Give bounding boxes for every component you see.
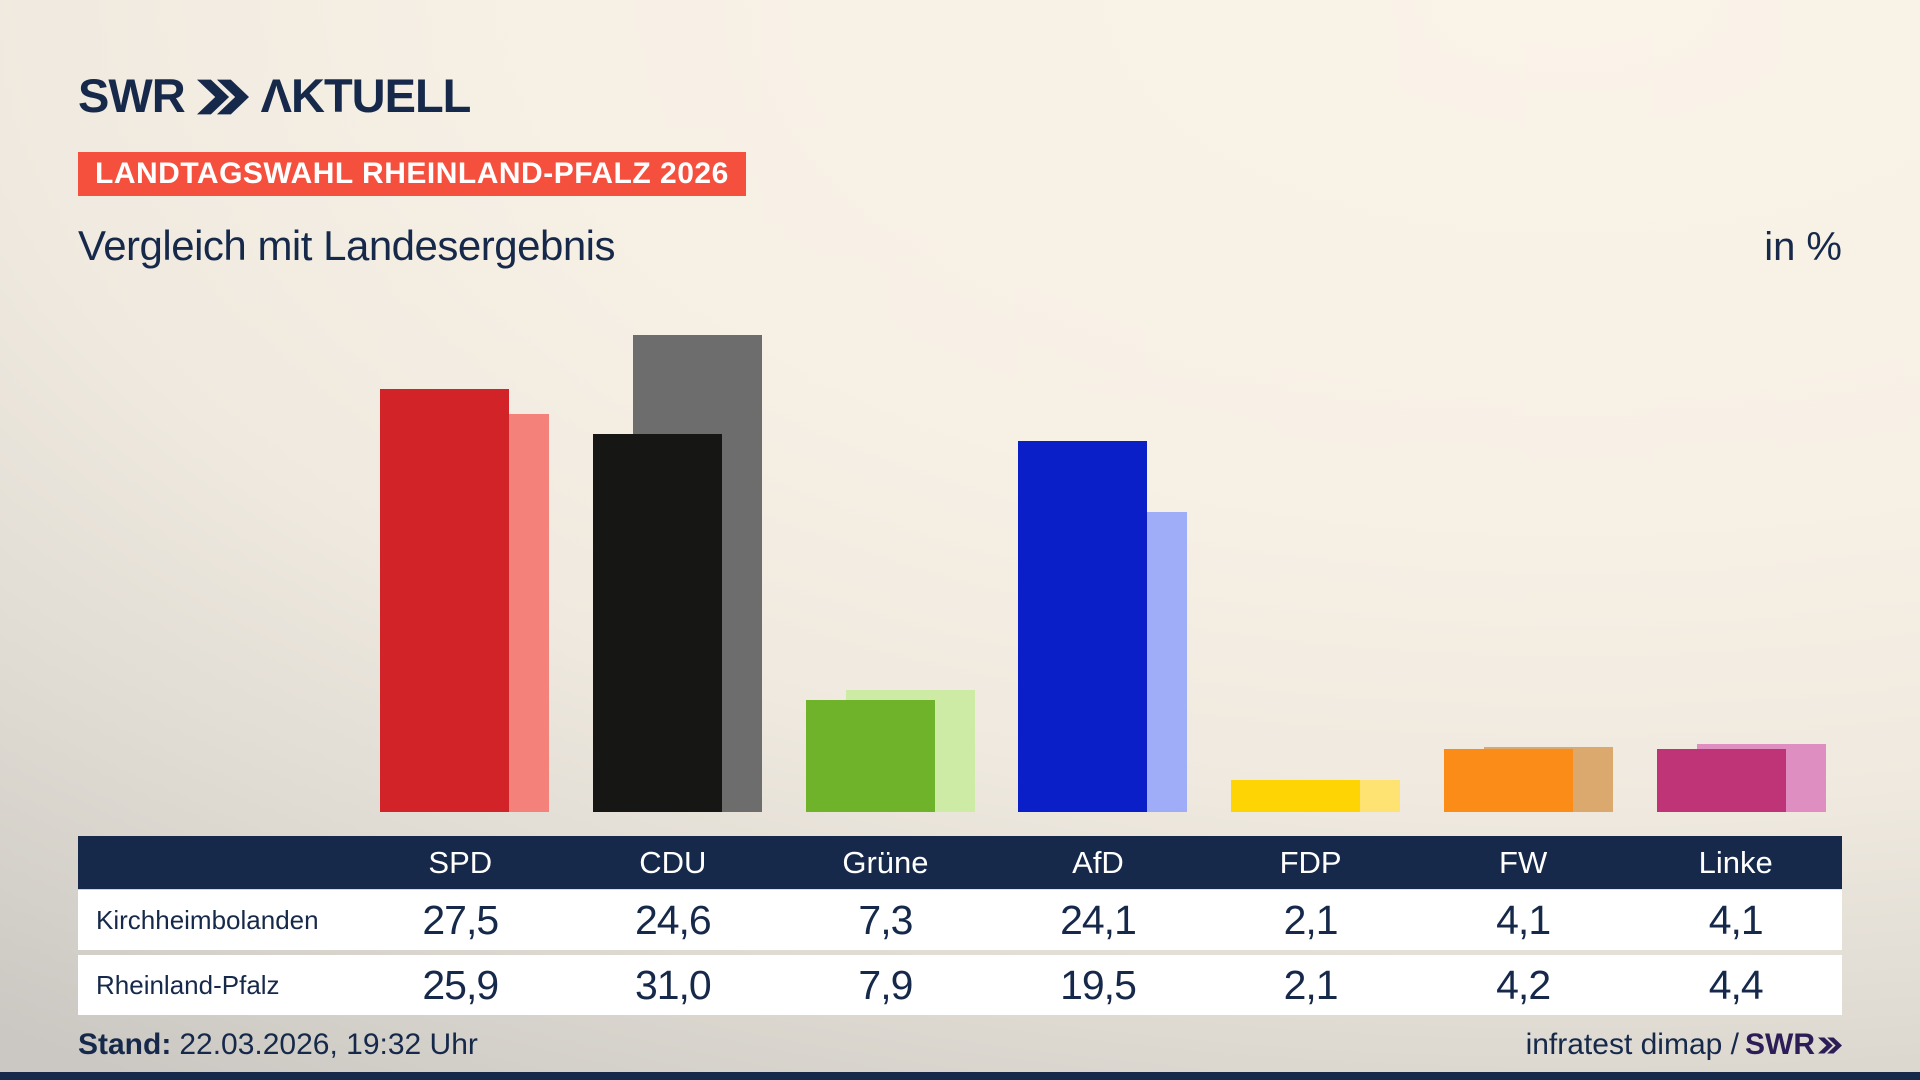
value-cell-FDP: 2,1	[1283, 961, 1339, 1008]
value-cell-Linke: 4,1	[1708, 896, 1764, 943]
column-header-Grüne: Grüne	[842, 844, 929, 880]
value-cell-SPD: 25,9	[422, 961, 499, 1008]
bottom-edge-bar	[0, 1072, 1920, 1080]
swr-chevrons-small-icon	[1818, 1037, 1842, 1053]
swr-footer-brand: SWR	[1745, 1028, 1842, 1062]
source-credit: infratest dimap / SWR	[1526, 1028, 1842, 1062]
row-label: Rheinland-Pfalz	[96, 969, 280, 1000]
swr-footer-text: SWR	[1745, 1028, 1815, 1061]
bar-main-CDU	[593, 434, 722, 812]
column-header-Linke: Linke	[1698, 844, 1773, 880]
bar-group-AfD	[1018, 0, 1187, 812]
stand-label: Stand:	[78, 1028, 172, 1061]
value-cell-FW: 4,1	[1496, 896, 1551, 943]
bar-group-SPD	[380, 0, 549, 812]
chart-title: Vergleich mit Landesergebnis	[78, 222, 616, 269]
value-cell-FDP: 2,1	[1283, 896, 1339, 943]
bar-group-Grüne	[806, 0, 975, 812]
column-header-CDU: CDU	[639, 844, 707, 880]
chart-unit-label: in %	[1764, 225, 1842, 269]
results-table: SPD CDU Grüne AfD FDP FW Linke Kirchheimboland…	[78, 836, 1842, 1015]
aktuell-logo-text: ΛKTUELL	[260, 69, 472, 122]
column-header-AfD: AfD	[1072, 844, 1124, 880]
bar-group-CDU	[593, 0, 762, 812]
column-header-FDP: FDP	[1279, 844, 1342, 880]
swr-logo-text: SWR	[78, 69, 186, 122]
table-row-Kirchheimbolanden: Kirchheimbolanden 27,5 24,6 7,3 24,1 2,1 4,1 4,…	[78, 890, 1842, 950]
source-text: infratest dimap /	[1525, 1028, 1739, 1061]
column-header-SPD: SPD	[428, 844, 493, 880]
bar-main-FW	[1444, 749, 1573, 812]
value-cell-Grüne: 7,3	[858, 896, 913, 943]
bar-group-Linke	[1657, 0, 1826, 812]
swr-chevrons-icon	[196, 79, 249, 115]
election-banner: LANDTAGSWAHL RHEINLAND-PFALZ 2026	[78, 152, 746, 196]
value-cell-CDU: 31,0	[634, 961, 712, 1008]
bar-main-SPD	[380, 389, 509, 812]
table-row-Rheinland-Pfalz: Rheinland-Pfalz 25,9 31,0 7,9 19,5 2,1 4,2 4,4	[78, 955, 1842, 1015]
value-cell-FW: 4,2	[1496, 961, 1551, 1008]
bar-main-Linke	[1657, 749, 1786, 812]
row-label: Kirchheimbolanden	[96, 904, 319, 935]
bar-main-AfD	[1018, 441, 1147, 812]
bar-group-FW	[1444, 0, 1613, 812]
value-cell-AfD: 24,1	[1060, 896, 1137, 943]
title-row: Vergleich mit Landesergebnis in %	[78, 222, 1842, 270]
swr-aktuell-logo: SWR ΛKTUELL	[78, 68, 472, 123]
timestamp: Stand: 22.03.2026, 19:32 Uhr	[78, 1028, 478, 1062]
table-header-row: SPD CDU Grüne AfD FDP FW Linke	[78, 836, 1842, 889]
bar-group-FDP	[1231, 0, 1400, 812]
bar-chart	[380, 0, 1826, 812]
value-cell-Linke: 4,4	[1708, 961, 1764, 1008]
bar-main-FDP	[1231, 780, 1360, 812]
value-cell-CDU: 24,6	[634, 896, 712, 943]
value-cell-Grüne: 7,9	[858, 961, 913, 1008]
value-cell-SPD: 27,5	[422, 896, 499, 943]
bar-main-Grüne	[806, 700, 935, 812]
stand-value: 22.03.2026, 19:32 Uhr	[179, 1028, 478, 1061]
value-cell-AfD: 19,5	[1060, 961, 1137, 1008]
column-header-FW: FW	[1499, 844, 1548, 880]
